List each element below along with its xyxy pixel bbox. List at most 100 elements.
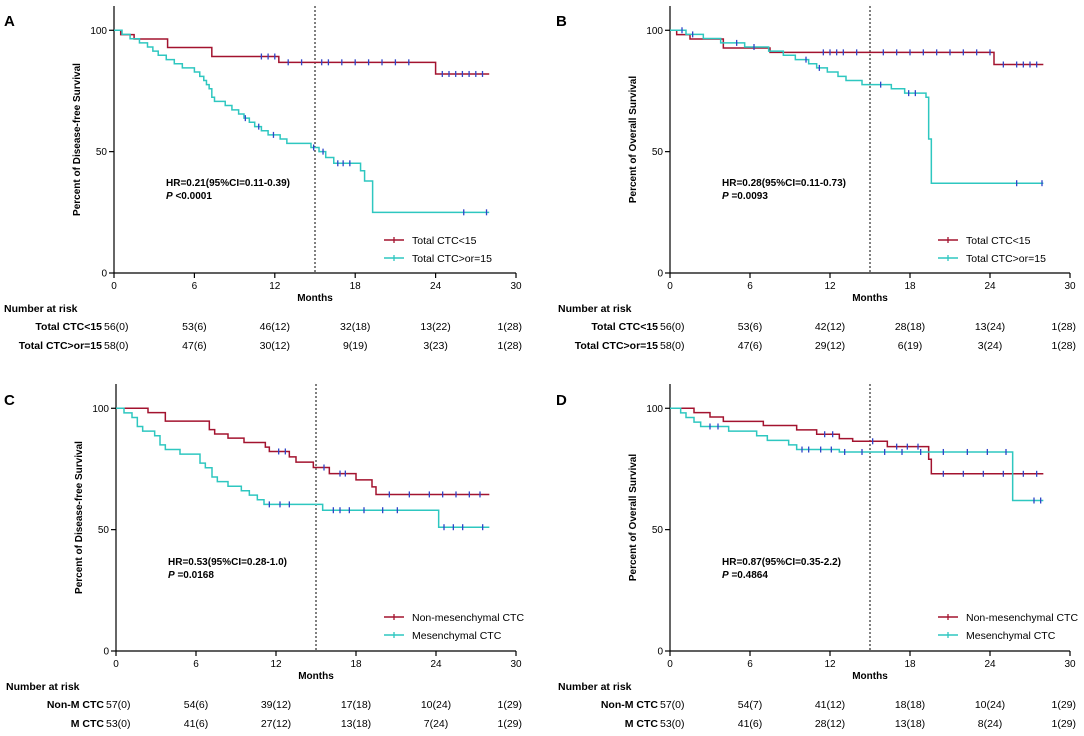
x-tick-label: 12 — [824, 659, 836, 670]
risk-cell: 47(6) — [182, 340, 207, 352]
risk-cell: 53(6) — [738, 321, 763, 333]
risk-cell: 28(12) — [815, 718, 845, 730]
risk-cell: 30(12) — [260, 340, 290, 352]
panel-b: B 0 50 100 0 6 12 18 24 30 Months Percent of Overal… — [556, 6, 1076, 352]
risk-row-label: M CTC — [625, 718, 659, 730]
panel-letter: D — [556, 392, 567, 409]
x-tick-label: 18 — [350, 659, 362, 670]
risk-row-label: Total CTC<15 — [35, 321, 102, 333]
risk-table-title: Number at risk — [558, 681, 632, 693]
p-value: P =0.0093 — [722, 191, 768, 202]
x-tick-label: 0 — [111, 281, 117, 292]
x-tick-label: 18 — [904, 659, 916, 670]
legend-label-2: Total CTC>or=15 — [412, 253, 492, 265]
risk-cell: 10(24) — [421, 699, 451, 711]
risk-cell: 42(12) — [815, 321, 845, 333]
legend-label-1: Total CTC<15 — [966, 235, 1031, 247]
risk-cell: 32(18) — [340, 321, 370, 333]
y-axis-title: Percent of Disease-free Survival — [72, 63, 83, 216]
x-tick-label: 24 — [984, 281, 996, 292]
x-tick-label: 24 — [984, 659, 996, 670]
risk-cell: 17(18) — [341, 699, 371, 711]
x-tick-label: 0 — [667, 281, 673, 292]
risk-cell: 54(6) — [184, 699, 209, 711]
panel-letter: C — [4, 392, 15, 409]
x-tick-label: 30 — [1064, 281, 1076, 292]
y-tick-label: 50 — [98, 525, 110, 536]
p-value-number: =0.0093 — [729, 191, 769, 202]
risk-cell: 3(24) — [978, 340, 1003, 352]
hazard-ratio: HR=0.53(95%CI=0.28-1.0) — [168, 557, 287, 568]
risk-cell: 27(12) — [261, 718, 291, 730]
legend-label-2: Mesenchymal CTC — [412, 630, 502, 642]
survival-curve-2 — [116, 407, 490, 528]
risk-cell: 13(24) — [975, 321, 1005, 333]
x-axis-title: Months — [852, 671, 888, 682]
p-value-number: <0.0001 — [173, 191, 213, 202]
panel-letter: B — [556, 13, 567, 30]
risk-cell: 46(12) — [260, 321, 290, 333]
risk-cell: 18(18) — [895, 699, 925, 711]
risk-table-title: Number at risk — [6, 681, 80, 693]
x-axis-title: Months — [852, 293, 888, 304]
p-value: P =0.4864 — [722, 570, 768, 581]
x-tick-label: 24 — [430, 281, 442, 292]
y-tick-label: 100 — [646, 404, 663, 415]
risk-table-title: Number at risk — [558, 303, 632, 315]
p-value-number: =0.0168 — [175, 570, 215, 581]
risk-row-label: Total CTC>or=15 — [19, 340, 102, 352]
y-axis-title: Percent of Disease-free Survival — [74, 441, 85, 594]
risk-cell: 39(12) — [261, 699, 291, 711]
legend-label-2: Mesenchymal CTC — [966, 630, 1056, 642]
risk-cell: 13(18) — [895, 718, 925, 730]
y-axis-title: Percent of Overall Survival — [628, 454, 639, 582]
y-tick-label: 100 — [646, 26, 663, 37]
panel-letter: A — [4, 13, 15, 30]
risk-cell: 56(0) — [660, 321, 685, 333]
x-tick-label: 12 — [824, 281, 836, 292]
survival-curve-1 — [670, 407, 1044, 475]
risk-cell: 13(22) — [420, 321, 450, 333]
y-tick-label: 0 — [657, 647, 663, 658]
risk-cell: 54(7) — [738, 699, 763, 711]
x-tick-label: 6 — [192, 281, 198, 292]
legend-label-1: Non-mesenchymal CTC — [966, 612, 1078, 624]
x-tick-label: 24 — [430, 659, 442, 670]
risk-row-label: Non-M CTC — [47, 699, 105, 711]
risk-cell: 1(28) — [497, 340, 522, 352]
x-tick-label: 0 — [113, 659, 119, 670]
x-tick-label: 6 — [193, 659, 199, 670]
p-value-label: P — [722, 570, 729, 581]
risk-cell: 57(0) — [106, 699, 131, 711]
x-axis-title: Months — [298, 671, 334, 682]
risk-cell: 53(0) — [106, 718, 131, 730]
risk-cell: 28(18) — [895, 321, 925, 333]
hazard-ratio: HR=0.87(95%CI=0.35-2.2) — [722, 557, 841, 568]
risk-row-label: Total CTC<15 — [591, 321, 658, 333]
y-tick-label: 50 — [96, 147, 108, 158]
survival-curve-2 — [114, 29, 490, 214]
p-value-label: P — [722, 191, 729, 202]
risk-cell: 58(0) — [104, 340, 129, 352]
p-value-label: P — [168, 570, 175, 581]
risk-cell: 53(6) — [182, 321, 207, 333]
panel-d: D 0 50 100 0 6 12 18 24 30 Months Percent of Overal… — [556, 384, 1078, 730]
x-tick-label: 12 — [269, 281, 281, 292]
risk-row-label: Non-M CTC — [601, 699, 659, 711]
x-tick-label: 18 — [350, 281, 362, 292]
risk-cell: 7(24) — [424, 718, 449, 730]
risk-table-title: Number at risk — [4, 303, 78, 315]
risk-cell: 8(24) — [978, 718, 1003, 730]
p-value: P =0.0168 — [168, 570, 214, 581]
x-tick-label: 30 — [510, 659, 522, 670]
x-tick-label: 30 — [510, 281, 522, 292]
risk-cell: 47(6) — [738, 340, 763, 352]
x-tick-label: 0 — [667, 659, 673, 670]
y-tick-label: 0 — [657, 269, 663, 280]
survival-curve-2 — [670, 29, 1044, 184]
y-tick-label: 50 — [652, 525, 664, 536]
y-axis-title: Percent of Overall Survival — [628, 76, 639, 204]
y-tick-label: 0 — [103, 647, 109, 658]
risk-cell: 9(19) — [343, 340, 368, 352]
y-tick-label: 100 — [92, 404, 109, 415]
